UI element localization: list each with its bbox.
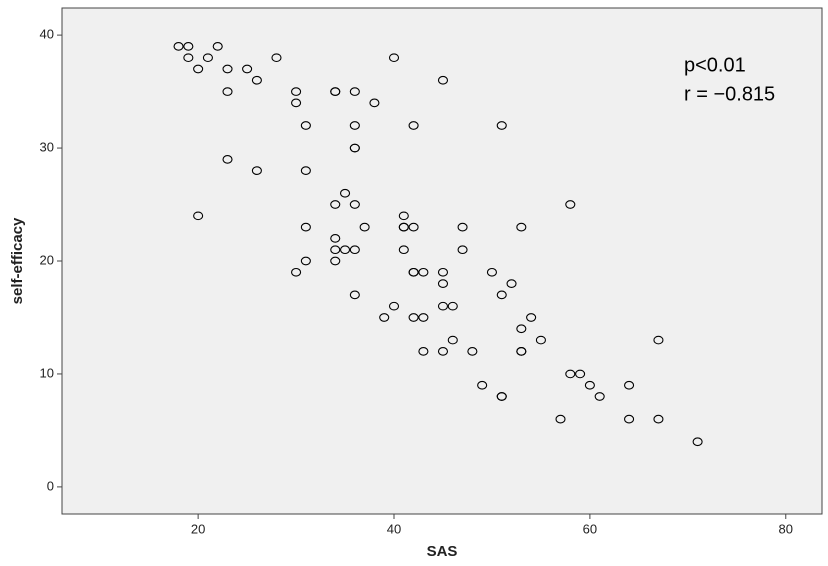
point <box>457 245 468 255</box>
x-axis-title: SAS <box>427 543 458 560</box>
annotation: p<0.01 <box>684 54 746 76</box>
point <box>291 267 302 277</box>
point <box>555 414 566 424</box>
point <box>516 347 527 356</box>
point <box>339 188 351 198</box>
point <box>349 143 360 153</box>
plot-area <box>61 7 823 515</box>
point <box>418 347 429 356</box>
x-tick-label: 60 <box>583 521 597 536</box>
point <box>222 64 233 74</box>
point <box>339 245 351 255</box>
point <box>437 347 449 356</box>
point <box>653 414 664 424</box>
point <box>193 211 204 221</box>
point <box>330 87 341 96</box>
point <box>379 313 390 322</box>
point <box>398 222 409 232</box>
point <box>496 392 507 401</box>
point <box>496 290 507 300</box>
point <box>251 75 262 85</box>
point <box>418 313 429 322</box>
y-tick-label: 20 <box>40 252 54 267</box>
point <box>408 313 419 322</box>
x-tick-label: 80 <box>779 521 793 536</box>
point <box>437 279 449 288</box>
point <box>242 64 253 74</box>
point <box>330 245 341 255</box>
point <box>388 301 400 311</box>
point <box>506 279 517 288</box>
point <box>271 53 282 63</box>
point <box>594 392 605 401</box>
y-tick-label: 0 <box>47 478 54 493</box>
point <box>349 245 360 255</box>
point <box>359 222 370 232</box>
point <box>369 98 380 108</box>
point <box>486 267 497 277</box>
point <box>222 87 233 96</box>
point <box>624 414 635 424</box>
point <box>300 222 311 232</box>
point <box>624 380 635 390</box>
point <box>575 369 586 379</box>
point <box>398 211 409 221</box>
point <box>291 87 302 96</box>
y-tick-label: 30 <box>40 139 54 154</box>
point <box>349 290 360 300</box>
point <box>183 53 194 63</box>
point <box>388 53 400 63</box>
point <box>330 234 341 243</box>
y-axis-title: self-efficacy <box>9 217 26 304</box>
point <box>251 166 262 175</box>
point <box>447 335 458 345</box>
point <box>565 200 576 209</box>
point <box>349 121 360 130</box>
point <box>300 256 311 266</box>
y-tick-label: 40 <box>40 27 54 42</box>
point <box>457 222 468 232</box>
point <box>300 121 311 130</box>
point <box>349 87 360 96</box>
y-tick-label: 10 <box>40 365 54 380</box>
point <box>408 121 419 130</box>
point <box>202 53 213 63</box>
point <box>467 347 478 356</box>
point <box>183 42 194 51</box>
point <box>437 75 449 85</box>
point <box>173 42 184 51</box>
point <box>408 222 419 232</box>
point <box>437 267 449 277</box>
point <box>330 256 341 266</box>
point <box>398 245 409 255</box>
point <box>300 166 311 175</box>
point <box>535 335 546 345</box>
point <box>692 437 703 447</box>
point <box>418 267 429 277</box>
point <box>584 380 595 390</box>
x-tick-label: 40 <box>387 521 401 536</box>
point <box>408 267 419 277</box>
point <box>437 301 449 311</box>
point <box>653 335 664 345</box>
point <box>516 324 527 334</box>
point <box>349 200 360 209</box>
annotation: r = −0.815 <box>684 83 775 105</box>
point <box>222 154 233 164</box>
point <box>565 369 576 379</box>
point <box>193 64 204 74</box>
point <box>447 301 458 311</box>
point <box>330 200 341 209</box>
point <box>212 42 223 51</box>
point <box>477 380 488 390</box>
point <box>496 121 507 130</box>
point <box>516 222 527 232</box>
point <box>291 98 302 108</box>
point <box>526 313 537 322</box>
x-tick-label: 20 <box>191 521 205 536</box>
